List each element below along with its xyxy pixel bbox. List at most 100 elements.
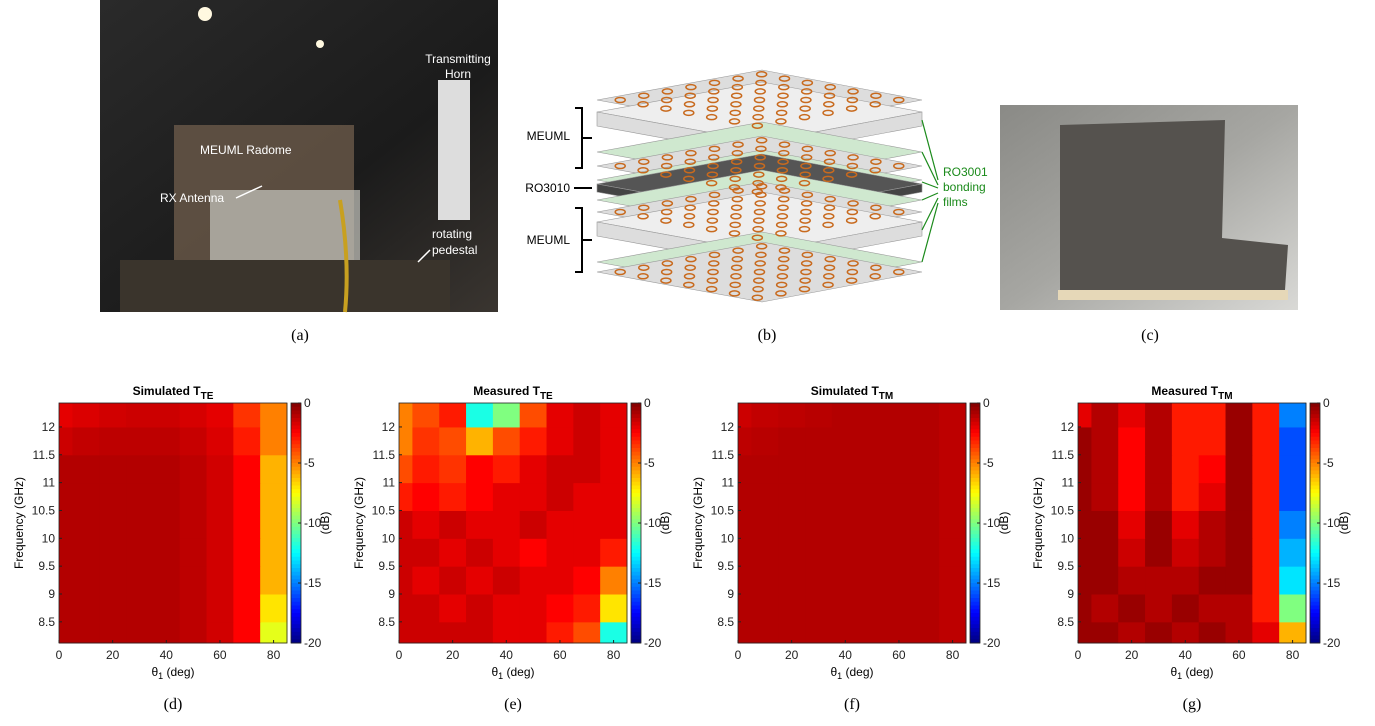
ring bbox=[778, 247, 791, 254]
colorbar-tick-label: -15 bbox=[983, 576, 1001, 590]
ring bbox=[800, 260, 813, 267]
heat-cell bbox=[1171, 621, 1200, 644]
heat-cell bbox=[233, 454, 261, 484]
ring bbox=[729, 221, 741, 229]
ring bbox=[799, 277, 811, 284]
y-tick-label: 10 bbox=[721, 531, 735, 545]
ring bbox=[777, 204, 789, 211]
ring bbox=[823, 92, 836, 99]
colorbar-tick-label: -5 bbox=[644, 456, 655, 470]
ring bbox=[755, 145, 767, 153]
colorbar-step bbox=[631, 463, 641, 468]
colorbar-step bbox=[631, 541, 641, 546]
photo-c: (c) bbox=[1000, 105, 1298, 344]
colorbar-step bbox=[291, 594, 301, 599]
colorbar-step bbox=[631, 429, 641, 434]
colorbar-step bbox=[631, 560, 641, 565]
heat-cell bbox=[885, 403, 913, 428]
colorbar-step bbox=[970, 605, 980, 610]
colorbar-step bbox=[970, 609, 980, 614]
heat-cell bbox=[260, 403, 288, 428]
y-tick-label: 11 bbox=[722, 476, 735, 490]
colorbar-step bbox=[291, 620, 301, 625]
heat-cell bbox=[412, 566, 440, 595]
ring bbox=[870, 204, 882, 211]
colorbar-step bbox=[631, 425, 641, 430]
colorbar-step bbox=[631, 519, 641, 524]
ring bbox=[728, 290, 741, 297]
heat-cell bbox=[492, 566, 521, 595]
heat-cell bbox=[1252, 482, 1280, 511]
x-axis-label: θ1 (deg) bbox=[151, 665, 194, 681]
colorbar-step bbox=[970, 579, 980, 584]
colorbar-step bbox=[970, 556, 980, 561]
ring bbox=[798, 113, 811, 121]
heat-cell bbox=[126, 510, 154, 539]
heat-cell bbox=[805, 426, 833, 456]
heat-cell bbox=[805, 482, 833, 511]
colorbar-step bbox=[631, 624, 641, 629]
colorbar-step bbox=[970, 418, 980, 423]
heat-cell bbox=[1145, 566, 1173, 595]
title-subscript: TM bbox=[879, 391, 893, 402]
ring bbox=[778, 187, 791, 194]
colorbar-step bbox=[291, 425, 301, 430]
colorbar-step bbox=[631, 448, 641, 453]
ring bbox=[775, 230, 787, 237]
heat-cell bbox=[519, 403, 548, 428]
colorbar-tick-label: -5 bbox=[1323, 456, 1334, 470]
heat-cell bbox=[492, 510, 521, 539]
ring bbox=[683, 167, 696, 174]
heat-cell bbox=[778, 538, 806, 567]
ring bbox=[776, 273, 789, 280]
heat-cell bbox=[1279, 566, 1307, 595]
heat-cell bbox=[1279, 593, 1307, 623]
heat-cell bbox=[1279, 510, 1307, 539]
colorbar-step bbox=[631, 631, 641, 636]
heat-cell bbox=[778, 482, 806, 511]
colorbar-step bbox=[631, 538, 641, 543]
y-tick-label: 11.5 bbox=[712, 448, 735, 462]
ring bbox=[775, 281, 788, 289]
colorbar-step bbox=[1310, 594, 1320, 599]
colorbar-step bbox=[291, 523, 301, 528]
x-tick-label: 20 bbox=[1125, 648, 1139, 662]
ring bbox=[684, 92, 696, 99]
heat-cell bbox=[939, 593, 967, 623]
colorbar-step bbox=[631, 526, 641, 531]
ring bbox=[705, 285, 718, 293]
y-axis-label: Frequency (GHz) bbox=[691, 477, 705, 569]
ring bbox=[732, 247, 744, 254]
ring bbox=[660, 105, 672, 112]
colorbar-step bbox=[291, 463, 301, 468]
colorbar-step bbox=[970, 571, 980, 576]
heat-cell bbox=[1091, 593, 1119, 623]
heat-cell bbox=[152, 482, 181, 511]
heat-cell bbox=[233, 482, 261, 511]
colorbar-step bbox=[631, 613, 641, 618]
heat-cell bbox=[72, 482, 100, 511]
x-axis-label: θ1 (deg) bbox=[1170, 665, 1213, 681]
y-tick-label: 8.5 bbox=[38, 615, 55, 629]
colorbar-step bbox=[291, 590, 301, 595]
x-axis-label: θ1 (deg) bbox=[830, 665, 873, 681]
heat-cell bbox=[1171, 454, 1200, 484]
colorbar-step bbox=[1310, 526, 1320, 531]
colorbar-label: (dB) bbox=[318, 512, 332, 535]
heat-cell bbox=[1225, 621, 1253, 644]
heat-cell bbox=[59, 566, 73, 595]
colorbar-step bbox=[1310, 418, 1320, 423]
colorbar-step bbox=[631, 568, 641, 573]
heat-cell bbox=[885, 566, 913, 595]
ring bbox=[752, 225, 764, 233]
heat-cell bbox=[1091, 454, 1119, 484]
heat-cell bbox=[738, 403, 752, 428]
heat-cell bbox=[831, 403, 860, 428]
ring bbox=[755, 191, 767, 199]
ring bbox=[729, 175, 741, 183]
colorbar-step bbox=[970, 586, 980, 591]
ring bbox=[728, 230, 741, 237]
colorbar-step bbox=[291, 448, 301, 453]
ring bbox=[800, 154, 813, 161]
